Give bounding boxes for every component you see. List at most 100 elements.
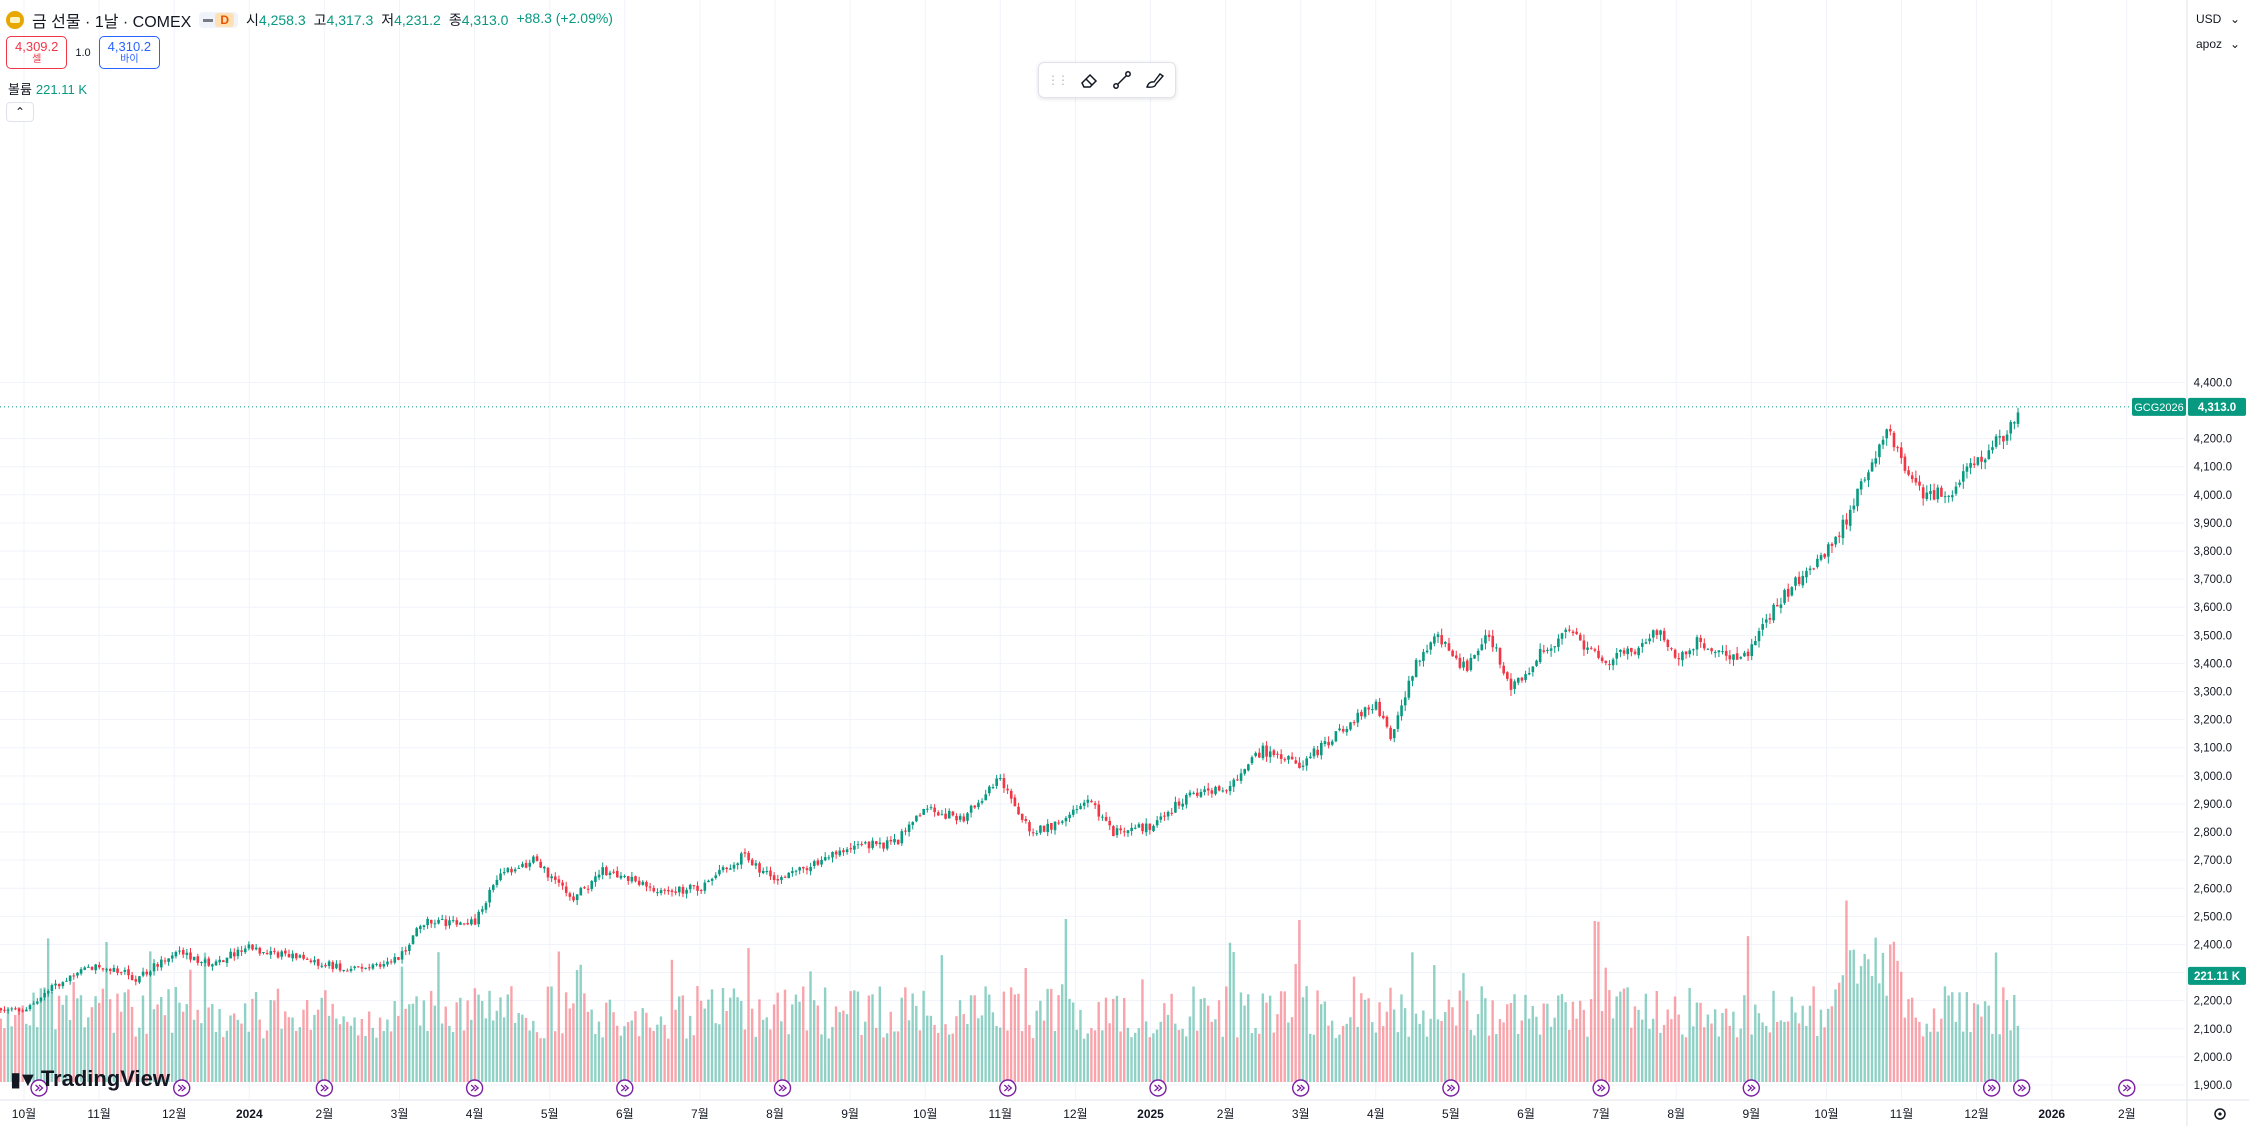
volume-bar [1816,1035,1819,1082]
volume-bar [1363,999,1367,1082]
candle-body [222,960,225,963]
volume-bar [1932,1008,1936,1082]
volume-bar [1265,1002,1268,1082]
volume-bar [94,996,97,1082]
candle-body [1356,712,1360,723]
trend-line-icon[interactable] [1110,67,1133,93]
candle-body [1174,801,1177,813]
volume-bar [408,1004,411,1082]
candle-body [1217,786,1221,791]
price-axis[interactable]: 4,400.0 4,200.0 4,100.0 4,000.0 3,900.0 3,800… [2186,0,2232,1126]
volume-bar [14,1014,17,1082]
event-markers[interactable] [30,1079,2136,1097]
candle-body [1739,657,1743,659]
candle-body [907,824,911,832]
gear-icon[interactable] [2214,1108,2226,1120]
volume-bar [1225,986,1228,1082]
candle-body [65,980,68,982]
eraser-icon[interactable] [1077,67,1100,93]
brush-icon[interactable] [1144,67,1167,93]
volume-bar [400,966,404,1082]
candle-body [1651,630,1655,638]
volume-tag: 221.11 K [2188,966,2246,985]
volume-bar [17,1006,21,1082]
time-axis[interactable]: 10월 11월 12월 2024 2월 3월 4월 5월 6월 7월 8월 9월 10월 11월 12월 20… [0,1099,2249,1121]
volume-bar [984,986,987,1082]
volume-bar [1378,1002,1381,1082]
candle-body [331,962,335,970]
candle-body [1360,711,1363,717]
volume-bar [429,990,433,1082]
volume-bar [535,1032,539,1082]
volume-bar [1640,1019,1644,1082]
scale-menu[interactable]: apoz ⌄ [2192,34,2244,54]
candle-body [1392,729,1396,739]
tradingview-watermark[interactable]: ▮▼ TradingView [10,1066,170,1092]
volume-bar [586,1011,590,1082]
volume-bar [1217,1000,1221,1082]
volume-bar [1954,1021,1958,1082]
volume-bar [572,1003,575,1082]
volume-bar [360,1018,364,1082]
candle-body [1177,801,1181,806]
candle-body [1921,487,1925,499]
candle-body [360,966,364,969]
volume-bar [1589,999,1593,1082]
candle-body [404,950,408,952]
candle-body [729,868,732,870]
volume-bar [167,989,170,1082]
volume-bar [1319,1004,1323,1082]
volume-bar [491,1020,495,1082]
volume-bar [419,1025,422,1082]
volume-bar [367,1011,371,1082]
volume-bar [1681,1034,1684,1082]
volume-bar [39,988,43,1082]
candle-body [1506,672,1509,679]
volume-bar [105,942,108,1082]
currency-label: USD [2196,12,2222,26]
time-tick-label: 10월 [913,1107,937,1121]
collapse-legend-button[interactable]: ⌃ [6,102,34,122]
volume-bar [991,1012,995,1082]
candle-body [765,871,769,873]
price-tick-label: 4,000.0 [2194,490,2232,502]
ohlc-open: 시4,258.3 [246,12,306,28]
volume-bar [1108,1023,1111,1082]
symbol-title[interactable]: 금 선물 · 1날 · COMEX [32,14,192,31]
candle-body [1903,456,1907,471]
volume-bar [1458,990,1462,1082]
candle-body [1013,797,1017,807]
price-tick-label: 2,500.0 [2194,911,2232,923]
candle-body [1279,754,1283,759]
volume-bar [1542,1003,1545,1082]
candle-body [1560,633,1564,639]
candle-body [1371,709,1374,711]
volume-bar [1316,990,1319,1082]
candle-body [1889,428,1892,432]
candle-body [885,840,889,849]
candle-body [1994,436,1998,447]
volume-bar [1743,995,1746,1082]
candle-body [1757,630,1761,642]
volume-bar [732,988,736,1082]
volume-bar [327,1015,331,1082]
volume-bar [1746,936,1750,1082]
sell-button[interactable]: 4,309.2 셀 [6,36,68,70]
candle-body [1429,642,1433,650]
volume-bar [1998,1034,2001,1082]
candle-body [123,970,127,972]
volume-bar [1885,995,1888,1082]
currency-menu[interactable]: USD ⌄ [2192,8,2244,30]
volume-bar [1648,1028,1651,1082]
candle-body [524,862,528,868]
candle-body [1611,659,1615,666]
drag-handle-icon[interactable]: ⋮⋮ [1047,73,1069,87]
interval-pill[interactable]: D [199,12,239,28]
candle-body [1834,536,1837,545]
candle-body [79,969,83,974]
candle-body [827,857,831,859]
buy-button[interactable]: 4,310.2 바이 [98,36,161,70]
volume-bar [178,1002,181,1082]
